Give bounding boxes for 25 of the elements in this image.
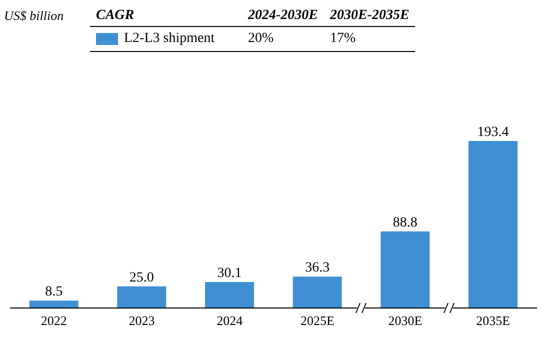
x-tick-label: 2030E (388, 313, 422, 328)
data-label: 25.0 (129, 270, 154, 286)
bar (204, 282, 254, 308)
data-label: 8.5 (45, 284, 63, 300)
bar (468, 141, 518, 308)
text: 20% (247, 30, 275, 48)
text: 2030E-2035E (328, 7, 410, 25)
text: 2024-2030E (246, 7, 319, 25)
data-label: 88.8 (392, 215, 418, 230)
x-tick-label: 2024 (216, 313, 244, 328)
x-tick-label: 2035E (476, 313, 510, 328)
data-label: 193.4 (477, 125, 509, 140)
bar (380, 231, 430, 308)
bar (29, 300, 78, 308)
bar (117, 286, 166, 308)
legend-label: L2-L3 shipment (123, 30, 216, 48)
text: US$ billion (4, 8, 64, 24)
bar (292, 276, 342, 308)
data-label: 36.3 (305, 260, 330, 276)
text: 17% (329, 30, 357, 48)
x-tick-label: 2025E (300, 313, 334, 328)
x-tick-label: 2023 (128, 313, 155, 328)
x-tick-label: 2022 (40, 313, 67, 328)
data-label: 30.1 (217, 266, 242, 282)
text: CAGR (95, 7, 136, 25)
